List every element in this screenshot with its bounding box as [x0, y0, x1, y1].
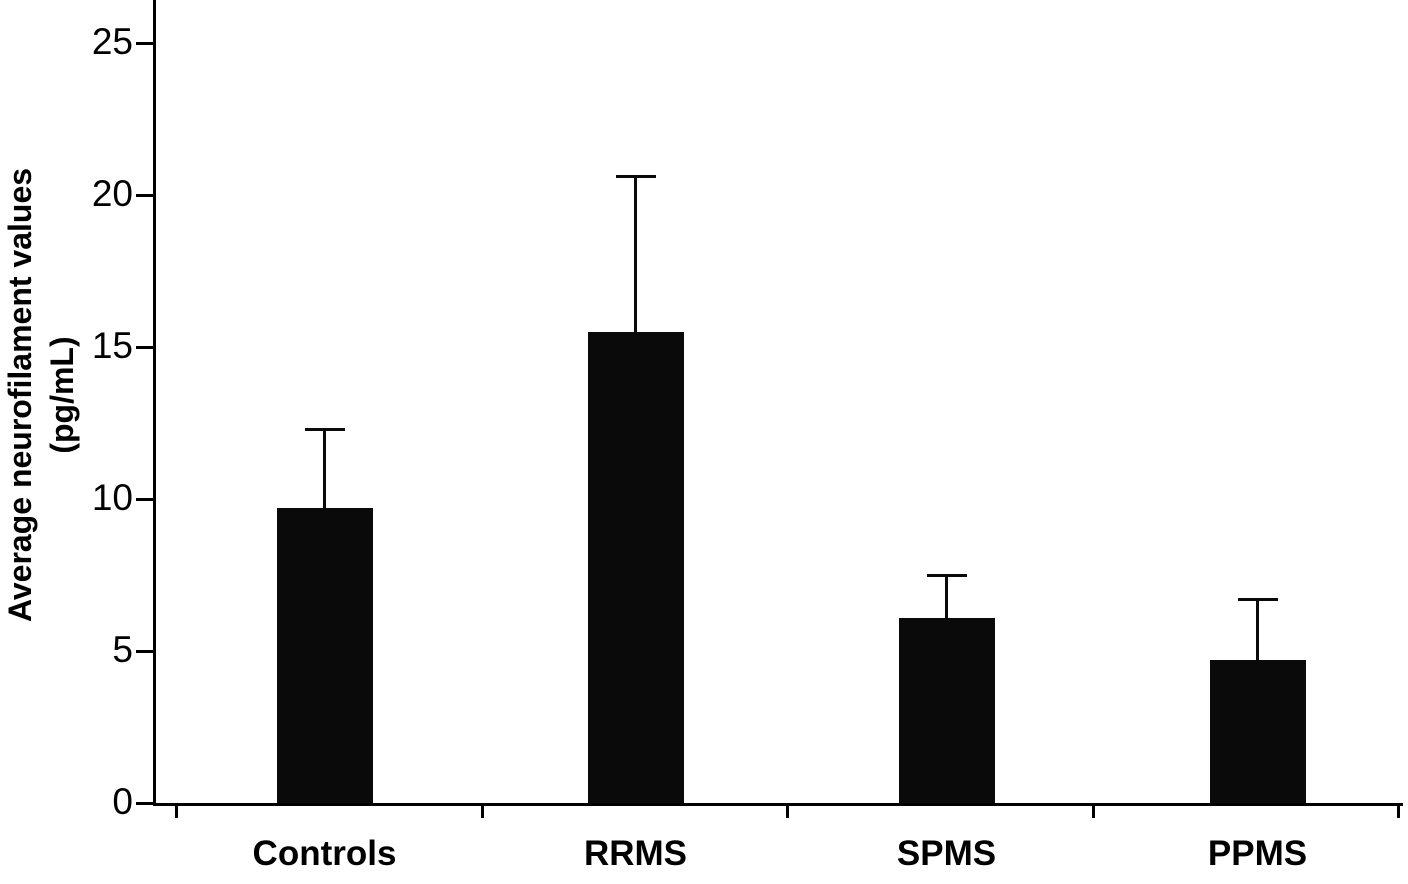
error-bar-whisker: [1256, 599, 1259, 661]
y-axis-tick: [136, 649, 153, 653]
x-axis-line: [153, 803, 1403, 806]
bar-ppms: [1209, 660, 1306, 803]
error-bar-whisker: [634, 176, 637, 332]
x-category-label: PPMS: [1207, 834, 1308, 873]
y-axis-tick: [136, 345, 153, 349]
y-tick-label: 25: [91, 21, 133, 63]
y-tick-label: 20: [91, 173, 133, 215]
y-tick-label: 15: [91, 325, 133, 367]
y-tick-label: 5: [112, 629, 133, 671]
y-axis-line: [153, 0, 156, 806]
y-axis-tick: [136, 193, 153, 197]
x-axis-tick: [1397, 806, 1400, 818]
y-axis-tick: [136, 497, 153, 501]
x-axis-tick: [786, 806, 789, 818]
error-bar-whisker: [945, 575, 948, 618]
bar-controls: [276, 508, 373, 803]
error-bar-cap: [615, 175, 656, 179]
bar-rrms: [587, 331, 684, 803]
y-tick-label: 10: [91, 477, 133, 519]
x-category-label: Controls: [252, 834, 397, 873]
error-bar-cap: [304, 427, 345, 431]
y-axis-title-line1: Average neurofilament values: [2, 167, 38, 623]
error-bar-cap: [926, 573, 967, 577]
y-axis-tick: [136, 801, 153, 805]
x-category-label: RRMS: [583, 834, 688, 873]
x-category-label: SPMS: [896, 834, 997, 873]
bar-spms: [898, 617, 995, 803]
error-bar-whisker: [323, 429, 326, 509]
x-axis-tick: [1091, 806, 1095, 818]
error-bar-cap: [1237, 597, 1278, 601]
x-axis-tick: [175, 806, 178, 818]
y-tick-label: 0: [112, 781, 133, 823]
x-axis-tick: [480, 806, 484, 818]
y-axis-tick: [136, 41, 153, 45]
